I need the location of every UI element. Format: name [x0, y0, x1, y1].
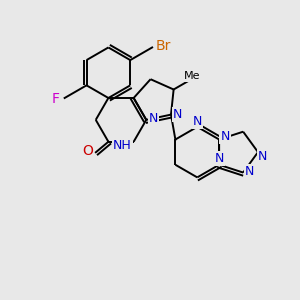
Text: N: N	[245, 165, 254, 178]
Text: N: N	[193, 115, 202, 128]
Text: NH: NH	[113, 139, 132, 152]
Text: N: N	[173, 108, 182, 121]
Text: F: F	[52, 92, 60, 106]
Text: N: N	[258, 150, 267, 164]
Text: O: O	[82, 144, 93, 158]
Text: N: N	[149, 112, 158, 124]
Text: N: N	[220, 130, 230, 143]
Text: Br: Br	[156, 39, 171, 53]
Text: Me: Me	[184, 71, 200, 81]
Text: N: N	[214, 152, 224, 165]
